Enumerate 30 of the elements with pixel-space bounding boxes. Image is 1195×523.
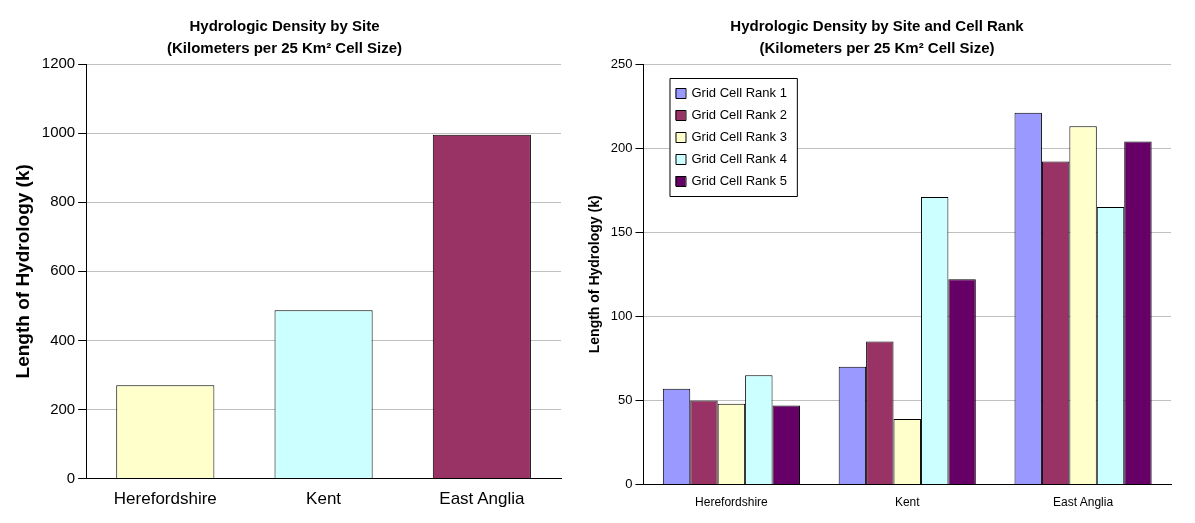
chart-subtitle: (Kilometers per 25 Km² Cell Size)	[759, 39, 995, 57]
chart-subtitle: (Kilometers per 25 Km² Cell Size)	[166, 39, 403, 57]
x-tick-label: Kent	[894, 495, 921, 510]
y-axis-title: Length of Hydrology (k)	[586, 195, 603, 354]
y-tick-label: 100	[610, 307, 633, 323]
x-tick-label: East Anglia	[439, 489, 525, 509]
y-tick-label: 0	[66, 468, 76, 486]
y-tick-label: 400	[50, 330, 76, 348]
legend-label: Grid Cell Rank 5	[691, 172, 787, 188]
y-tick-label: 150	[610, 223, 633, 239]
x-tick-label: Kent	[306, 489, 342, 509]
legend-label: Grid Cell Rank 2	[691, 106, 787, 122]
y-tick-label: 1200	[41, 54, 76, 72]
chart-title: Hydrologic Density by Site and Cell Rank	[730, 17, 1025, 35]
y-tick-label: 250	[610, 55, 633, 71]
legend-label: Grid Cell Rank 4	[691, 150, 787, 166]
y-tick-label: 1000	[41, 123, 76, 141]
y-tick-label: 50	[618, 392, 633, 408]
y-tick-label: 200	[50, 399, 76, 417]
y-tick-label: 800	[50, 192, 76, 210]
x-tick-label: Herefordshire	[695, 495, 769, 510]
y-tick-label: 200	[610, 139, 633, 155]
x-tick-label: East Anglia	[1053, 495, 1114, 510]
y-tick-label: 0	[625, 476, 633, 492]
x-tick-label: Herefordshire	[113, 489, 217, 509]
y-tick-label: 600	[50, 261, 76, 279]
legend-label: Grid Cell Rank 1	[691, 84, 787, 100]
y-axis-title: Length of Hydrology (k)	[11, 164, 33, 379]
legend-label: Grid Cell Rank 3	[691, 128, 787, 144]
chart-title: Hydrologic Density by Site	[189, 17, 380, 35]
